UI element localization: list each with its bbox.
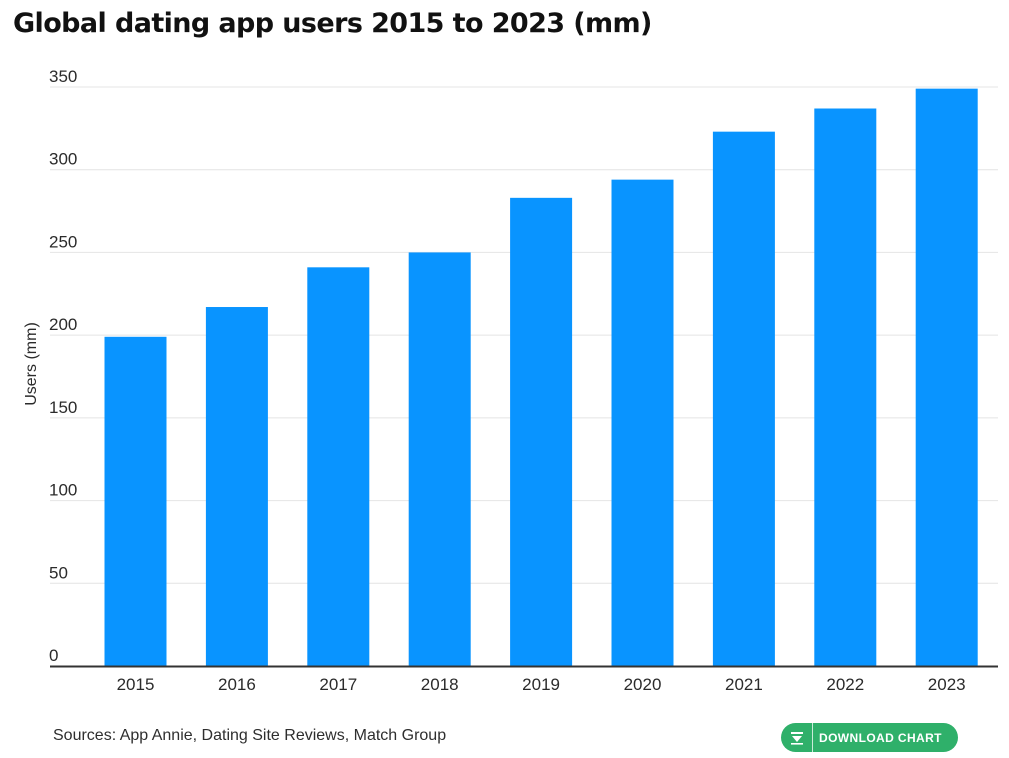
- y-tick-label: 100: [49, 481, 77, 500]
- y-tick-label: 150: [49, 398, 77, 417]
- y-tick-label: 350: [49, 67, 77, 86]
- x-tick-label: 2021: [725, 675, 763, 694]
- download-chart-label: DOWNLOAD CHART: [819, 730, 942, 745]
- bar-2015: [104, 336, 167, 666]
- bar-2020: [611, 179, 674, 666]
- x-tick-label: 2023: [928, 675, 966, 694]
- x-tick-label: 2017: [319, 675, 357, 694]
- bar-2019: [510, 197, 573, 666]
- x-tick-label: 2019: [522, 675, 560, 694]
- x-tick-label: 2018: [421, 675, 459, 694]
- y-tick-label: 0: [49, 646, 58, 665]
- x-tick-label: 2016: [218, 675, 256, 694]
- download-icon: [781, 723, 813, 752]
- bar-2017: [307, 267, 370, 666]
- y-tick-label: 50: [49, 563, 68, 582]
- sources-note: Sources: App Annie, Dating Site Reviews,…: [53, 727, 447, 744]
- y-axis-label: Users (mm): [23, 322, 40, 406]
- y-axis-ticks: 0 50 100 150 200 250 300 350: [49, 67, 77, 665]
- bar-2016: [205, 307, 268, 666]
- bars: [104, 88, 978, 666]
- y-tick-label: 250: [49, 232, 77, 251]
- y-tick-label: 200: [49, 315, 77, 334]
- x-tick-label: 2015: [117, 675, 155, 694]
- bar-2021: [712, 131, 775, 666]
- bar-2018: [408, 252, 471, 666]
- bar-2023: [915, 88, 978, 666]
- download-chart-button[interactable]: DOWNLOAD CHART: [781, 723, 958, 752]
- bar-2022: [814, 108, 877, 666]
- x-axis-ticks: 2015 2016 2017 2018 2019 2020 2021 2022 2023: [117, 675, 966, 694]
- x-tick-label: 2022: [826, 675, 864, 694]
- x-tick-label: 2020: [624, 675, 662, 694]
- y-tick-label: 300: [49, 150, 77, 169]
- chart-title: Global dating app users 2015 to 2023 (mm…: [13, 8, 652, 39]
